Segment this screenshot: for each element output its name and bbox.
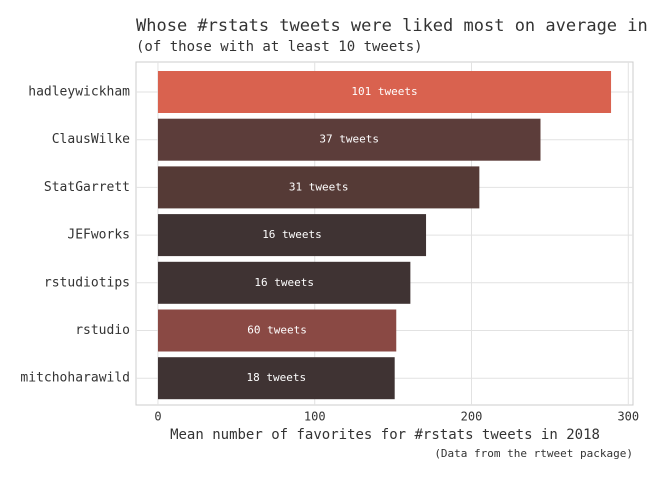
x-tick-label: 300 <box>617 410 639 424</box>
y-tick-label: hadleywickham <box>28 85 130 100</box>
bar-label: 18 tweets <box>247 371 307 384</box>
x-tick-label: 0 <box>154 410 161 424</box>
y-tick-label: rstudiotips <box>44 275 130 290</box>
bar-label: 101 tweets <box>351 85 417 98</box>
bar-label: 31 tweets <box>289 180 349 193</box>
caption: (Data from the rtweet package) <box>434 447 633 460</box>
y-tick-label: ClausWilke <box>52 132 130 147</box>
bar <box>157 166 480 209</box>
bar-label: 37 tweets <box>319 133 379 146</box>
x-tick-label: 200 <box>461 410 483 424</box>
x-axis-label: Mean number of favorites for #rstats twe… <box>170 427 600 443</box>
y-tick-label: mitchoharawild <box>20 371 130 386</box>
x-tick-label: 100 <box>304 410 326 424</box>
bar-label: 60 tweets <box>247 324 307 337</box>
bar <box>157 309 397 352</box>
y-tick-label: rstudio <box>75 323 130 338</box>
y-tick-label: JEFworks <box>67 228 130 243</box>
bar <box>157 71 612 113</box>
bar-label: 16 tweets <box>262 228 322 241</box>
panel <box>135 61 634 406</box>
bar <box>157 261 411 304</box>
bar-label: 16 tweets <box>254 276 314 289</box>
chart-title: Whose #rstats tweets were liked most on … <box>136 16 648 36</box>
y-tick-label: StatGarrett <box>44 180 130 195</box>
bar <box>157 357 395 400</box>
bar <box>157 214 427 257</box>
bar <box>157 118 541 161</box>
chart-subtitle: (of those with at least 10 tweets) <box>136 39 423 55</box>
